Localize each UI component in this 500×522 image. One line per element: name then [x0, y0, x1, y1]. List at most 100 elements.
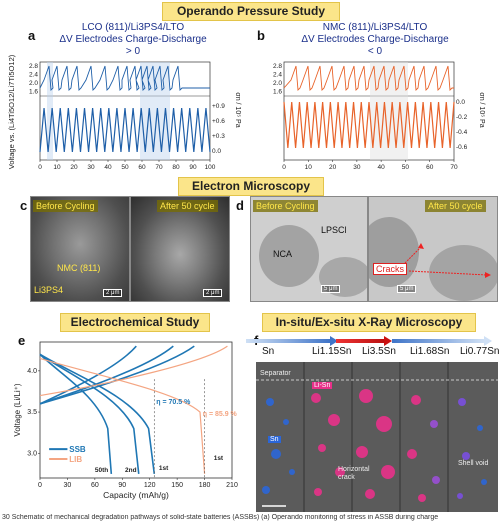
- stage-sn: Sn: [262, 346, 275, 357]
- panel-a-title-line1: LCO (811)/Li3PS4/LTO: [81, 22, 185, 33]
- xray-separator-label: Separator: [260, 370, 291, 377]
- eta-lib-label: η = 85.9 %: [203, 411, 238, 418]
- s-tick-label-2: +0.3: [212, 133, 225, 140]
- v-tick-label-1: 2.4: [273, 72, 282, 79]
- x-tick-label-0: 0: [38, 482, 42, 489]
- sem-d-scale2: 5 μm: [397, 285, 417, 293]
- lib-discharge: [39, 357, 206, 474]
- y-tick-label-2: 3.0: [27, 450, 37, 457]
- eta-ssb-label: η = 70.5 %: [156, 399, 191, 406]
- s-tick-label-0: 0.0: [456, 99, 465, 106]
- x-tick-label-9: 90: [189, 164, 197, 171]
- x-tick-label-5: 150: [171, 482, 183, 489]
- v-tick-label-2: 2.0: [273, 80, 282, 87]
- operando-banner: Operando Pressure Study: [162, 2, 340, 21]
- xray-sn-label: Sn: [268, 436, 281, 443]
- x-tick-label-3: 90: [118, 482, 126, 489]
- xray-particle-1: [283, 419, 289, 425]
- ssb-charge-2: [39, 345, 195, 405]
- sem-d-particle-3: [369, 217, 419, 287]
- xray-particle-16: [430, 420, 438, 428]
- stress-line: [283, 101, 455, 149]
- voltage-line: [283, 65, 454, 92]
- sem-c-after: After 50 cycle 2 μm: [130, 196, 230, 302]
- x-tick-label-2: 20: [70, 164, 78, 171]
- sem-c-li3ps4-label: Li3PS4: [34, 285, 64, 295]
- panel-a-chart: 0102030405060708090100Time (h)2.82.42.01…: [7, 54, 241, 171]
- xray-lisn-label: Li-Sn: [312, 382, 333, 389]
- xray-particle-23: [481, 479, 487, 485]
- panel-b-label: b: [257, 28, 265, 43]
- xray-particle-7: [318, 444, 326, 452]
- xray-particle-0: [266, 398, 274, 406]
- xray-particle-15: [411, 395, 421, 405]
- figure-caption: 30 Schematic of mechanical degradation p…: [2, 514, 439, 521]
- xray-particle-14: [365, 489, 375, 499]
- xray-particle-9: [314, 488, 322, 496]
- xray-particle-3: [289, 469, 295, 475]
- xray-particle-24: [457, 493, 463, 499]
- lib-charge: [39, 345, 228, 397]
- v-tick-label-0: 2.8: [29, 63, 38, 70]
- xray-overlay: [256, 362, 498, 512]
- xray-stage-labels: Sn Li1.15Sn Li3.5Sn Li1.68Sn Li0.77Sn: [258, 346, 500, 360]
- xray-particle-11: [376, 416, 392, 432]
- xray-banner: In-situ/Ex-situ X-Ray Microscopy: [262, 313, 476, 332]
- x-tick-label-2: 60: [91, 482, 99, 489]
- sem-c-scale2: 2 μm: [203, 289, 223, 297]
- x-tick-label-0: 0: [38, 164, 42, 171]
- plot-frame: [283, 61, 455, 161]
- xray-particle-18: [432, 476, 440, 484]
- sem-d-before-tag: Before Cycling: [253, 200, 318, 212]
- microscopy-banner: Electron Microscopy: [178, 177, 324, 196]
- panel-b-title: NMC (811)/Li3PS4/LTO ΔV Electrodes Charg…: [300, 22, 450, 58]
- xray-particle-20: [458, 398, 466, 406]
- sem-d-cracks-label: Cracks: [373, 263, 408, 275]
- panel-e-chart: 0 30 60 90 120 150 180 210 Capacity (mAh/g) 4.0 3.…: [13, 341, 238, 500]
- legend-ssb-label: SSB: [69, 445, 86, 454]
- s-tick-label-0: +0.9: [212, 103, 225, 110]
- v-tick-label-3: 1.6: [29, 89, 38, 96]
- sem-c-after-tag: After 50 cycle: [157, 200, 218, 212]
- cycle-50-label: 50th: [95, 467, 108, 474]
- stage-li35sn: Li3.5Sn: [362, 346, 396, 357]
- sem-d-crack-arrows: [404, 243, 491, 278]
- x-tick-label-6: 180: [199, 482, 211, 489]
- sem-c-before-tag: Before Cycling: [33, 200, 98, 212]
- panel-b-chart: 010203040506070Time (h)2.82.42.01.60.0-0…: [273, 61, 485, 171]
- panel-a-label: a: [28, 28, 36, 43]
- xray-image: Separator Li-Sn Sn Horizontal crack Shel…: [256, 362, 498, 512]
- sem-d-particle-2: [319, 257, 367, 297]
- sem-d-lpscl-label: LPSCl: [321, 225, 347, 235]
- x-tick-label-3: 30: [353, 164, 361, 171]
- sem-c-nmc-label: NMC (811): [57, 263, 101, 273]
- shade-0: [47, 62, 53, 160]
- plot-frame: [39, 341, 233, 479]
- xray-crack-label: Horizontal crack: [338, 466, 370, 481]
- s-tick-label-2: -0.4: [456, 129, 468, 136]
- y-axis-label-right: σn / 10⁵ Pa: [234, 92, 241, 127]
- x-tick-label-4: 40: [104, 164, 112, 171]
- s-tick-label-1: +0.6: [212, 118, 225, 125]
- stage-li077sn: Li0.77Sn: [460, 346, 500, 357]
- sem-d-before: Before Cycling NCA LPSCl 5 μm: [250, 196, 368, 302]
- y-axis-label-left: Voltage vs. (Li4Ti5O12/Li7Ti5O12): [7, 54, 16, 169]
- v-tick-label-1: 2.4: [29, 72, 38, 79]
- v-tick-label-3: 1.6: [273, 89, 282, 96]
- cycle-1-lib-label: 1st: [214, 455, 224, 462]
- sem-c-scale1: 2 μm: [103, 289, 123, 297]
- panel-d-label: d: [236, 198, 244, 213]
- xray-particle-13: [381, 465, 395, 479]
- cycle-2-label: 2nd: [125, 467, 137, 474]
- y-axis-label: Voltage (Li/Li⁺): [13, 383, 22, 436]
- x-tick-label-7: 70: [155, 164, 163, 171]
- s-tick-label-3: -0.6: [456, 144, 468, 151]
- y-axis-label-right: σn / 10⁵ Pa: [478, 92, 485, 127]
- sem-d-scale1: 5 μm: [321, 285, 341, 293]
- x-tick-label-1: 10: [305, 164, 313, 171]
- x-tick-label-10: 100: [205, 164, 216, 171]
- x-tick-label-2: 20: [329, 164, 337, 171]
- ssb-charge-0: [39, 345, 137, 405]
- sem-d-particle-1: [259, 225, 319, 287]
- xray-particle-22: [462, 452, 470, 460]
